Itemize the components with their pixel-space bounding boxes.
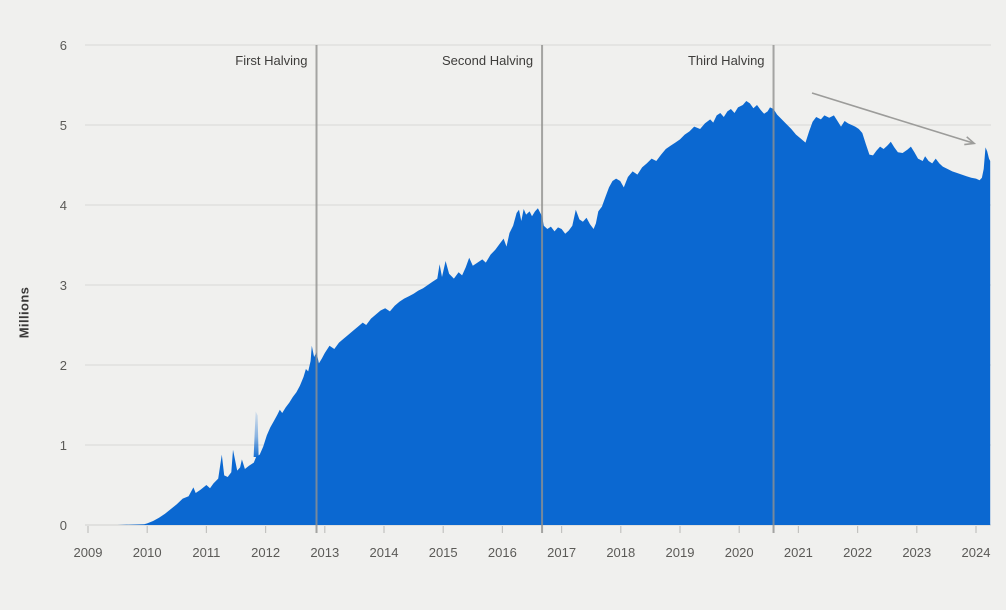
x-axis-label: 2023 xyxy=(902,545,932,560)
halving-label: Third Halving xyxy=(687,53,765,68)
x-axis-label: 2020 xyxy=(724,545,754,560)
x-axis-label: 2021 xyxy=(783,545,813,560)
x-axis-label: 2024 xyxy=(961,545,991,560)
y-axis-label: 2 xyxy=(59,358,67,373)
y-axis-title: Millions xyxy=(16,286,32,339)
x-axis-label: 2017 xyxy=(547,545,577,560)
y-axis-label: 6 xyxy=(59,38,67,53)
y-axis-label: 4 xyxy=(59,198,67,213)
x-axis-label: 2012 xyxy=(251,545,281,560)
x-axis-label: 2016 xyxy=(487,545,517,560)
x-axis-label: 2013 xyxy=(310,545,340,560)
y-axis-label: 5 xyxy=(59,118,67,133)
x-axis-label: 2019 xyxy=(665,545,695,560)
x-axis-label: 2022 xyxy=(843,545,873,560)
x-axis-label: 2014 xyxy=(369,545,399,560)
y-axis-label: 0 xyxy=(59,518,67,533)
y-axis-label: 1 xyxy=(59,438,67,453)
x-axis-label: 2011 xyxy=(192,545,221,560)
halving-label: First Halving xyxy=(235,53,308,68)
anomaly-spike xyxy=(253,411,259,457)
x-axis-label: 2018 xyxy=(606,545,636,560)
x-axis-label: 2015 xyxy=(428,545,458,560)
trend-arrow xyxy=(811,92,977,146)
y-axis-label: 3 xyxy=(59,278,67,293)
x-axis-label: 2010 xyxy=(132,545,162,560)
area-series xyxy=(88,101,991,525)
x-axis-label: 2009 xyxy=(73,545,103,560)
halving-label: Second Halving xyxy=(442,53,534,68)
